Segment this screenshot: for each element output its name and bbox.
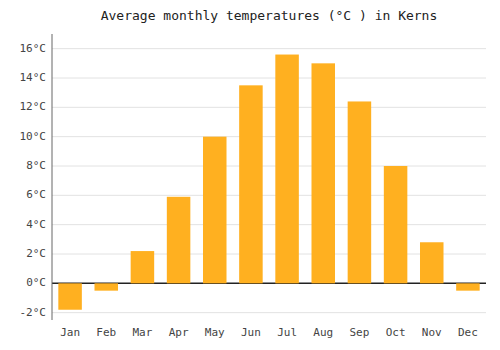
bar bbox=[167, 197, 191, 284]
x-axis: Jan Feb Mar Apr May Jun Jul Aug Sep Oct Nov Dec bbox=[60, 326, 478, 339]
bar bbox=[384, 166, 408, 283]
grid bbox=[52, 49, 486, 313]
grid-line bbox=[52, 48, 486, 49]
bar bbox=[348, 101, 372, 283]
x-tick-label: Jan bbox=[60, 326, 80, 339]
grid-line bbox=[52, 78, 486, 79]
bars bbox=[58, 55, 479, 310]
y-tick-label: 10°C bbox=[20, 130, 47, 143]
chart-title: Average monthly temperatures (°C ) in Ke… bbox=[101, 8, 438, 23]
bar bbox=[420, 242, 444, 283]
bar bbox=[94, 283, 118, 290]
chart-container: Average monthly temperatures (°C ) in Ke… bbox=[0, 0, 500, 350]
bar bbox=[275, 55, 299, 284]
x-tick-label: Mar bbox=[132, 326, 152, 339]
bar bbox=[456, 283, 480, 290]
y-tick-label: 8°C bbox=[26, 159, 46, 172]
grid-line bbox=[52, 224, 486, 225]
x-tick-label: May bbox=[205, 326, 225, 339]
y-tick-label: 6°C bbox=[26, 188, 46, 201]
y-axis-line bbox=[52, 34, 53, 320]
y-tick-label: 4°C bbox=[26, 218, 46, 231]
x-tick-label: Nov bbox=[422, 326, 442, 339]
y-tick-label: 0°C bbox=[26, 276, 46, 289]
grid-line bbox=[52, 136, 486, 137]
x-tick-label: Apr bbox=[169, 326, 189, 339]
grid-line bbox=[52, 195, 486, 196]
bar bbox=[239, 85, 263, 283]
grid-line bbox=[52, 312, 486, 313]
x-tick-label: Dec bbox=[458, 326, 478, 339]
chart-svg: Average monthly temperatures (°C ) in Ke… bbox=[0, 0, 500, 350]
bar bbox=[58, 283, 82, 309]
bar bbox=[203, 137, 227, 284]
bar bbox=[311, 63, 335, 283]
x-tick-label: Aug bbox=[313, 326, 333, 339]
grid-line bbox=[52, 107, 486, 108]
x-tick-label: Feb bbox=[96, 326, 116, 339]
x-tick-label: Jun bbox=[241, 326, 261, 339]
x-tick-label: Oct bbox=[386, 326, 406, 339]
y-tick-label: -2°C bbox=[20, 306, 47, 319]
y-tick-label: 16°C bbox=[20, 42, 47, 55]
y-axis: -2°C 0°C 2°C 4°C 6°C 8°C 10°C 12°C 14°C 16°C bbox=[20, 42, 47, 319]
y-tick-label: 12°C bbox=[20, 100, 47, 113]
bar bbox=[131, 251, 155, 283]
y-tick-label: 14°C bbox=[20, 71, 47, 84]
grid-line bbox=[52, 166, 486, 167]
x-tick-label: Jul bbox=[277, 326, 297, 339]
y-tick-label: 2°C bbox=[26, 247, 46, 260]
x-tick-label: Sep bbox=[349, 326, 369, 339]
